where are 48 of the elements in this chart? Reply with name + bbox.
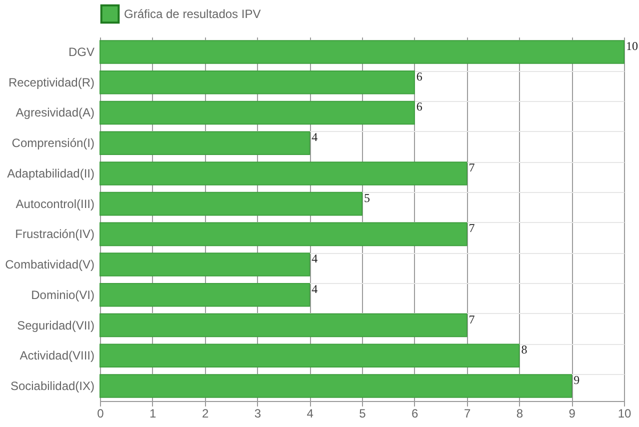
legend-label: Gráfica de resultados IPV <box>124 7 261 21</box>
y-tick-label: Comprensión(I) <box>12 136 94 150</box>
x-tick-label: 10 <box>618 406 632 420</box>
x-tick-label: 8 <box>516 406 524 420</box>
y-tick-label: Actividad(VIII) <box>20 348 94 363</box>
y-tick-label: Autocontrol(III) <box>16 196 94 211</box>
bar <box>100 283 310 307</box>
data-label: 4 <box>312 130 318 144</box>
x-tick-label: 2 <box>202 406 209 420</box>
y-tick-label: Sociabilidad(IX) <box>10 378 94 393</box>
data-label: 9 <box>574 372 580 387</box>
y-tick-label: Combatividad(V) <box>5 258 94 272</box>
y-tick-label: Agresividad(A) <box>16 106 94 120</box>
data-label: 6 <box>416 100 422 114</box>
data-label: 10 <box>626 39 638 54</box>
x-tick-label: 1 <box>150 406 157 420</box>
bar <box>100 192 362 216</box>
x-tick-label: 7 <box>464 406 471 420</box>
y-tick-label: Seguridad(VII) <box>17 318 94 332</box>
y-tick-label: Receptividad(R) <box>8 75 94 90</box>
y-tick-label: Adaptabilidad(II) <box>7 166 94 180</box>
bar <box>100 100 415 125</box>
bar <box>100 70 415 94</box>
data-label: 5 <box>364 190 370 205</box>
x-tick-label: 5 <box>359 406 366 420</box>
data-label: 7 <box>468 221 475 236</box>
bar <box>100 313 468 338</box>
x-tick-label: 9 <box>568 406 576 420</box>
y-tick-label: Dominio(VI) <box>31 288 94 302</box>
bar <box>100 222 468 246</box>
bar <box>100 40 624 64</box>
bar <box>100 162 468 186</box>
bar <box>100 344 520 368</box>
bar <box>100 131 310 155</box>
data-label: 6 <box>416 69 422 84</box>
bar <box>100 252 310 276</box>
x-tick-label: 3 <box>254 406 262 420</box>
x-tick-label: 0 <box>97 406 104 420</box>
x-tick-label: 4 <box>306 406 314 420</box>
data-label: 8 <box>521 342 528 357</box>
data-label: 4 <box>312 282 318 296</box>
bar <box>100 374 572 398</box>
y-tick-label: Frustración(IV) <box>15 227 94 242</box>
x-tick-label: 6 <box>412 406 419 420</box>
data-label: 7 <box>468 160 475 174</box>
y-tick-label: DGV <box>68 45 94 60</box>
data-label: 4 <box>312 252 318 266</box>
data-label: 7 <box>468 312 475 326</box>
